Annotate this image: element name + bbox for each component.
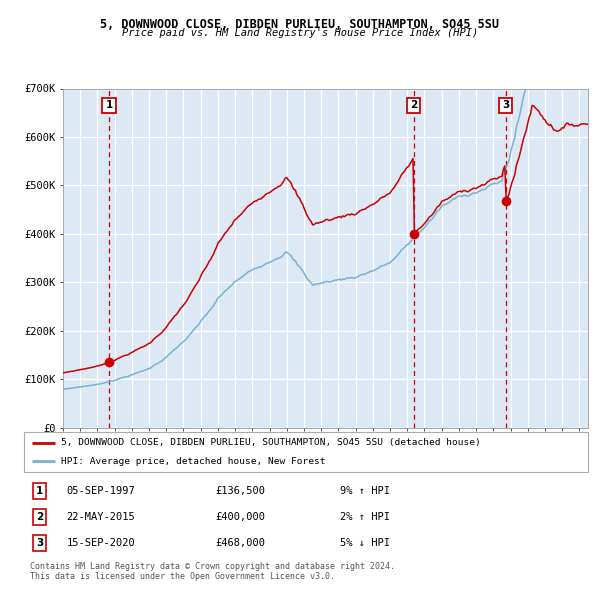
- Text: 1: 1: [106, 100, 113, 110]
- Text: 22-MAY-2015: 22-MAY-2015: [66, 512, 135, 522]
- FancyBboxPatch shape: [24, 432, 588, 472]
- Text: 2: 2: [410, 100, 418, 110]
- Text: £468,000: £468,000: [216, 538, 266, 548]
- Text: £400,000: £400,000: [216, 512, 266, 522]
- Text: 5, DOWNWOOD CLOSE, DIBDEN PURLIEU, SOUTHAMPTON, SO45 5SU (detached house): 5, DOWNWOOD CLOSE, DIBDEN PURLIEU, SOUTH…: [61, 438, 481, 447]
- Text: 3: 3: [502, 100, 509, 110]
- Text: 9% ↑ HPI: 9% ↑ HPI: [340, 486, 390, 496]
- Text: 5% ↓ HPI: 5% ↓ HPI: [340, 538, 390, 548]
- Text: 5, DOWNWOOD CLOSE, DIBDEN PURLIEU, SOUTHAMPTON, SO45 5SU: 5, DOWNWOOD CLOSE, DIBDEN PURLIEU, SOUTH…: [101, 18, 499, 31]
- Text: Price paid vs. HM Land Registry's House Price Index (HPI): Price paid vs. HM Land Registry's House …: [122, 28, 478, 38]
- Text: This data is licensed under the Open Government Licence v3.0.: This data is licensed under the Open Gov…: [30, 572, 335, 581]
- Text: 15-SEP-2020: 15-SEP-2020: [66, 538, 135, 548]
- Text: HPI: Average price, detached house, New Forest: HPI: Average price, detached house, New …: [61, 457, 325, 466]
- Text: 2% ↑ HPI: 2% ↑ HPI: [340, 512, 390, 522]
- Text: Contains HM Land Registry data © Crown copyright and database right 2024.: Contains HM Land Registry data © Crown c…: [30, 562, 395, 571]
- Text: 1: 1: [36, 486, 43, 496]
- Text: £136,500: £136,500: [216, 486, 266, 496]
- Text: 05-SEP-1997: 05-SEP-1997: [66, 486, 135, 496]
- Text: 3: 3: [36, 538, 43, 548]
- Text: 2: 2: [36, 512, 43, 522]
